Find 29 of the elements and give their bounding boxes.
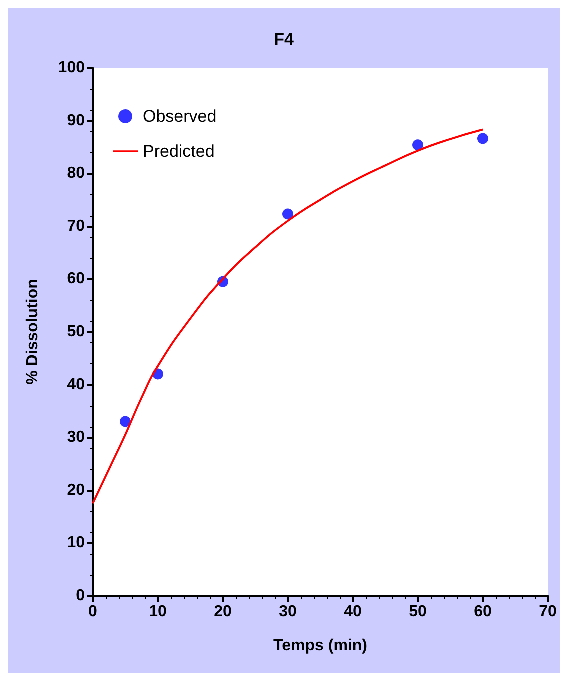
point (412, 140, 424, 151)
y-tick-label: 60 (67, 270, 86, 288)
x-tick-label: 10 (149, 604, 167, 620)
y-tick-label: 80 (67, 165, 86, 182)
y-axis-title: % Dissolution (24, 279, 42, 385)
y-tick-label: 0 (76, 588, 86, 604)
x-axis-title: Temps (min) (274, 638, 368, 654)
chart-title: F4 (274, 30, 294, 49)
point (120, 416, 131, 428)
y-tick-label: 10 (67, 534, 86, 552)
x-tick-label: 0 (88, 604, 98, 620)
y-tick-label: 100 (58, 60, 86, 76)
y-tick-label: 40 (67, 376, 86, 394)
line-series (92, 128, 484, 505)
x-tick-label: 20 (214, 604, 232, 620)
x-tick-label: 50 (409, 604, 427, 620)
y-tick-label: 30 (67, 429, 86, 446)
point (478, 133, 488, 144)
y-tick-label: 20 (67, 482, 86, 499)
y-tick-label: 50 (67, 324, 86, 340)
y-tick-label: 70 (67, 218, 86, 235)
x-tick-label: 70 (539, 604, 557, 620)
x-tick-label: 60 (474, 604, 492, 620)
y-tick-label: 90 (67, 112, 86, 130)
x-tick-label: 30 (279, 604, 297, 620)
legend-label: Predicted (143, 142, 215, 161)
legend-label: Observed (143, 107, 217, 126)
x-tick-label: 40 (344, 604, 362, 620)
point (282, 208, 294, 220)
